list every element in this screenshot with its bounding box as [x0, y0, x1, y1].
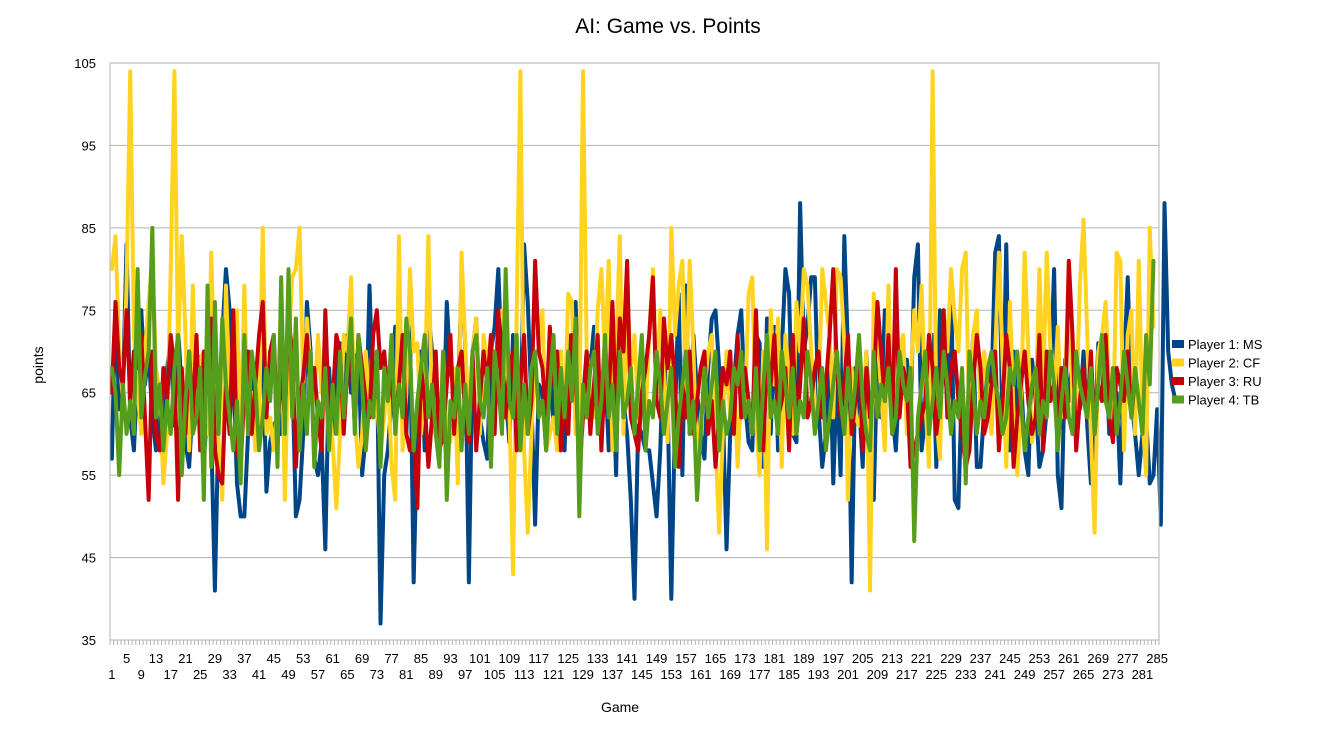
x-tick-label: 197 — [822, 651, 844, 666]
y-tick-label: 55 — [82, 468, 96, 483]
x-tick-label: 205 — [852, 651, 874, 666]
x-tick-label: 169 — [719, 667, 741, 682]
x-tick-label: 173 — [734, 651, 756, 666]
x-tick-label: 73 — [370, 667, 384, 682]
legend-swatch — [1172, 358, 1184, 367]
x-tick-label: 193 — [808, 667, 830, 682]
x-tick-label: 153 — [660, 667, 682, 682]
x-tick-label: 285 — [1146, 651, 1168, 666]
x-tick-label: 17 — [163, 667, 177, 682]
x-tick-label: 117 — [528, 651, 549, 666]
x-tick-label: 149 — [646, 651, 668, 666]
x-tick-label: 277 — [1117, 651, 1139, 666]
y-tick-label: 75 — [82, 303, 96, 318]
y-tick-label: 35 — [82, 633, 96, 648]
x-tick-label: 265 — [1073, 667, 1095, 682]
x-tick-label: 25 — [193, 667, 207, 682]
x-tick-label: 133 — [587, 651, 609, 666]
x-tick-label: 253 — [1029, 651, 1051, 666]
x-tick-label: 29 — [208, 651, 222, 666]
x-tick-label: 49 — [281, 667, 295, 682]
x-tick-label: 21 — [178, 651, 192, 666]
y-tick-label: 95 — [82, 138, 96, 153]
series-line-4 — [109, 225, 1156, 544]
y-axis: 35 45 55 65 75 85 95 105 — [74, 56, 96, 648]
x-tick-label: 273 — [1102, 667, 1124, 682]
chart-title: AI: Game vs. Points — [575, 15, 761, 38]
x-tick-label: 45 — [267, 651, 281, 666]
x-tick-label: 113 — [514, 667, 535, 682]
x-tick-label: 213 — [881, 651, 903, 666]
x-tick-label: 9 — [138, 667, 145, 682]
x-tick-label: 281 — [1132, 667, 1154, 682]
x-tick-label: 65 — [340, 667, 354, 682]
x-tick-label: 61 — [325, 651, 339, 666]
x-axis: 1591317212529333741454953576165697377818… — [108, 640, 1168, 682]
x-tick-label: 33 — [222, 667, 236, 682]
x-tick-label: 145 — [631, 667, 653, 682]
x-tick-label: 161 — [690, 667, 712, 682]
x-tick-label: 129 — [572, 667, 594, 682]
x-tick-label: 245 — [999, 651, 1021, 666]
x-tick-label: 189 — [793, 651, 815, 666]
x-tick-label: 201 — [837, 667, 859, 682]
x-tick-label: 261 — [1058, 651, 1080, 666]
x-tick-label: 177 — [749, 667, 771, 682]
x-tick-label: 93 — [443, 651, 457, 666]
x-tick-label: 229 — [940, 651, 962, 666]
x-tick-label: 125 — [557, 651, 579, 666]
x-tick-label: 57 — [311, 667, 325, 682]
x-tick-label: 269 — [1087, 651, 1109, 666]
y-tick-label: 45 — [82, 551, 96, 566]
x-tick-label: 157 — [675, 651, 697, 666]
y-axis-label: points — [30, 346, 46, 383]
x-tick-label: 37 — [237, 651, 251, 666]
x-tick-label: 5 — [123, 651, 130, 666]
x-tick-label: 81 — [399, 667, 413, 682]
x-tick-label: 13 — [149, 651, 163, 666]
x-tick-label: 257 — [1043, 667, 1065, 682]
x-tick-label: 85 — [414, 651, 428, 666]
y-tick-label: 105 — [74, 56, 96, 71]
x-tick-label: 105 — [484, 667, 506, 682]
x-tick-label: 237 — [970, 651, 992, 666]
legend-label: Player 4: TB — [1188, 393, 1259, 408]
y-tick-label: 85 — [82, 221, 96, 236]
x-tick-label: 77 — [384, 651, 398, 666]
x-tick-label: 141 — [616, 651, 638, 666]
x-tick-label: 121 — [543, 667, 565, 682]
x-tick-label: 89 — [429, 667, 443, 682]
x-tick-label: 233 — [955, 667, 977, 682]
x-tick-label: 137 — [602, 667, 624, 682]
x-tick-label: 69 — [355, 651, 369, 666]
legend-swatch — [1172, 395, 1184, 404]
legend-label: Player 2: CF — [1188, 356, 1260, 371]
x-tick-label: 97 — [458, 667, 472, 682]
legend-label: Player 1: MS — [1188, 337, 1263, 352]
x-tick-label: 109 — [499, 651, 521, 666]
x-tick-label: 53 — [296, 651, 310, 666]
x-tick-label: 185 — [778, 667, 800, 682]
x-tick-label: 165 — [705, 651, 727, 666]
legend-label: Player 3: RU — [1188, 374, 1262, 389]
x-tick-label: 1 — [108, 667, 115, 682]
y-tick-label: 65 — [82, 386, 96, 401]
x-tick-label: 221 — [911, 651, 933, 666]
x-tick-label: 249 — [1014, 667, 1036, 682]
x-tick-label: 241 — [984, 667, 1006, 682]
x-tick-label: 209 — [867, 667, 889, 682]
x-tick-label: 217 — [896, 667, 918, 682]
x-axis-label: Game — [601, 699, 639, 715]
x-tick-label: 181 — [764, 651, 786, 666]
legend-swatch — [1172, 340, 1184, 348]
x-tick-label: 225 — [925, 667, 947, 682]
x-tick-label: 41 — [252, 667, 266, 682]
legend: Player 1: MS Player 2: CF Player 3: RU Play… — [1172, 337, 1263, 408]
legend-swatch — [1172, 377, 1184, 385]
series-lines — [109, 69, 1178, 626]
plot-area-border — [109, 62, 1160, 641]
x-tick-label: 101 — [469, 651, 491, 666]
